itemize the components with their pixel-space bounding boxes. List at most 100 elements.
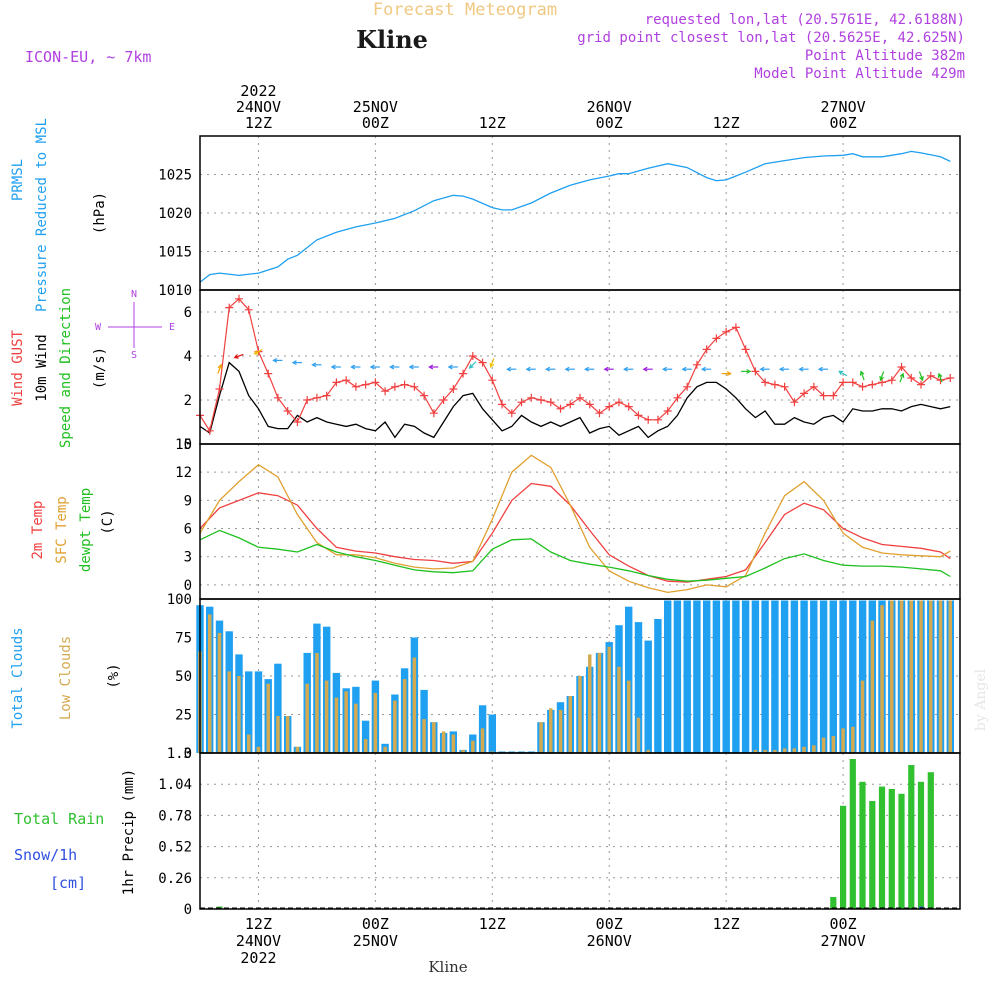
pressure-title-2: Pressure Reduced to MSL: [34, 118, 50, 312]
gust-marker: [429, 409, 438, 418]
y-tick-label: 1015: [158, 245, 192, 261]
bar-total-clouds: [693, 600, 701, 753]
time-label-bottom: 27NOV: [820, 932, 865, 950]
bar-total-clouds: [625, 606, 633, 753]
bar-low-clouds: [471, 740, 475, 753]
wind-arrow: [778, 366, 790, 372]
gust-marker: [332, 378, 341, 387]
time-label-bottom: 00Z: [596, 915, 623, 933]
wind-arrow-head: [622, 366, 629, 372]
wind-arrow-head: [525, 366, 531, 372]
bar-total-rain: [888, 789, 895, 909]
wind-arrow: [525, 366, 536, 372]
gust-marker: [946, 374, 955, 382]
wind-arrow-head: [564, 366, 570, 372]
gust-marker: [809, 382, 818, 391]
y-tick-label: 6: [184, 305, 192, 321]
gust-marker: [361, 380, 370, 389]
gust-marker: [410, 382, 419, 391]
bar-low-clouds: [237, 676, 241, 753]
time-label-top: 00Z: [362, 114, 389, 132]
bar-low-clouds: [539, 722, 543, 753]
gust-marker: [244, 305, 253, 314]
wind-arrow: [642, 366, 653, 372]
bar-low-clouds: [909, 600, 913, 753]
time-label-top: 26NOV: [587, 98, 632, 116]
time-label-top: 00Z: [830, 114, 857, 132]
bar-low-clouds: [256, 746, 261, 753]
wind-arrow-head: [937, 372, 943, 378]
series-line-2m-temp: [199, 482, 951, 583]
bar-low-clouds: [568, 696, 572, 753]
wind-arrow-head: [369, 364, 375, 370]
bar-low-clouds: [363, 739, 368, 753]
bar-total-clouds: [654, 619, 662, 753]
y-tick-label: 75: [175, 631, 192, 647]
gust-marker: [848, 378, 857, 387]
wind-arrow-head: [642, 366, 648, 372]
bar-low-clouds: [451, 734, 456, 753]
time-label-top: 27NOV: [820, 98, 865, 116]
gust-marker: [322, 391, 331, 400]
wind-arrow-head: [778, 366, 784, 372]
y-tick-label: 2: [184, 393, 192, 409]
temp-panel: 0 3 6 9 12 15: [175, 437, 961, 600]
wind-arrow-head: [217, 363, 223, 370]
bar-low-clouds: [802, 746, 806, 753]
wind-arrow-head: [661, 366, 667, 372]
wind-arrow-head: [489, 362, 495, 369]
wind-arrow: [389, 364, 400, 370]
bar-total-clouds: [488, 714, 496, 753]
temp-title-2m: 2m Temp: [30, 500, 46, 559]
time-label-top: 12Z: [245, 114, 272, 132]
gust-marker: [546, 398, 555, 407]
bar-total-rain: [908, 765, 915, 909]
gust-marker: [342, 376, 351, 385]
bar-low-clouds: [549, 708, 553, 753]
wind-arrow: [564, 366, 575, 372]
precip-legend-snow-unit: [cm]: [50, 874, 86, 892]
wind-arrow: [700, 366, 712, 372]
gust-marker: [439, 396, 448, 404]
y-tick-label: 100: [167, 592, 192, 608]
wind-arrow: [489, 358, 495, 369]
bar-low-clouds: [597, 652, 602, 753]
pressure-panel: 1010 1015 1020 1025: [158, 135, 961, 299]
gust-marker: [400, 380, 409, 389]
bar-total-clouds: [664, 600, 672, 753]
time-label-top: 2022: [240, 82, 276, 100]
gust-marker: [780, 382, 789, 391]
wind-arrow: [899, 372, 905, 383]
panel-frame: [199, 443, 961, 600]
bar-low-clouds: [831, 736, 836, 753]
bar-low-clouds: [860, 680, 865, 753]
gust-marker: [868, 380, 877, 389]
bar-total-rain: [849, 759, 856, 909]
gust-marker: [819, 391, 828, 400]
compass-s: S: [131, 350, 137, 361]
gust-marker: [770, 380, 779, 389]
wind-arrow-head: [879, 375, 884, 382]
gust-marker: [605, 402, 614, 411]
wind-arrow-head: [389, 364, 395, 370]
bar-low-clouds: [890, 600, 894, 753]
wind-arrow-shaft: [234, 353, 244, 359]
y-tick-label: 0.52: [158, 840, 192, 856]
gust-marker: [556, 404, 565, 413]
gust-marker: [273, 393, 282, 402]
wind-arrow-head: [583, 366, 590, 372]
bar-low-clouds: [354, 703, 358, 753]
bar-total-clouds: [683, 600, 691, 753]
wind-arrow-head: [350, 364, 356, 370]
gust-marker: [731, 323, 740, 332]
y-tick-label: 0: [184, 902, 192, 918]
wind-arrow-head: [506, 366, 512, 372]
precip-panel: 0 0.26 0.52 0.78 1.04 1.3: [158, 746, 961, 918]
gust-marker: [351, 382, 360, 391]
wind-arrow-head: [919, 375, 924, 382]
gust-marker: [576, 393, 584, 402]
wind-arrow-shaft: [860, 371, 865, 381]
point-altitude: Point Altitude 382m: [805, 48, 965, 64]
bar-low-clouds: [782, 748, 787, 753]
time-label-bottom: 12Z: [713, 915, 740, 933]
